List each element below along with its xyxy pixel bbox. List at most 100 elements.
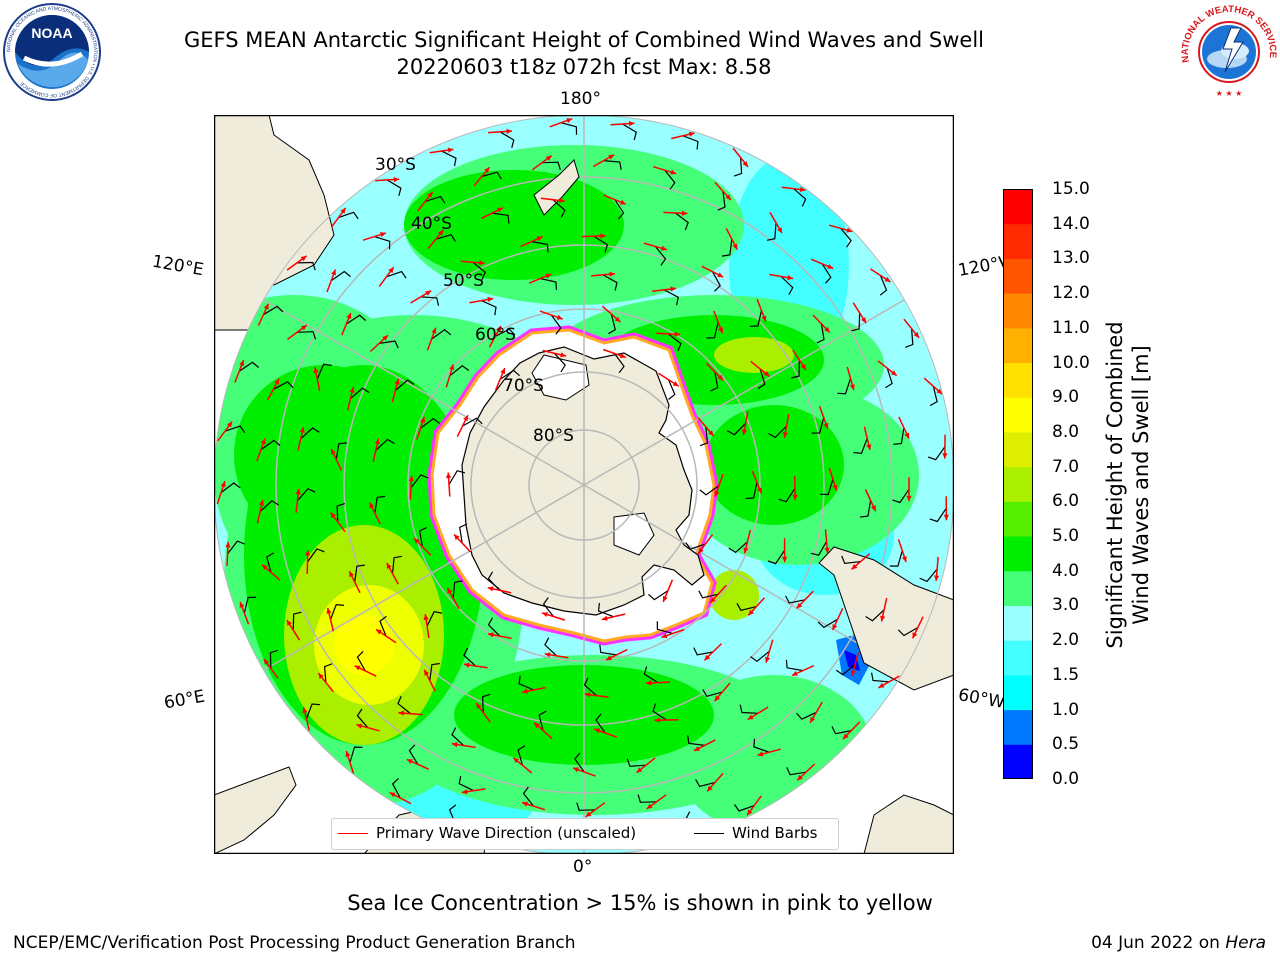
wave-arrow-head: [777, 227, 782, 234]
wind-barb: [796, 711, 817, 720]
wave-arrow-head: [851, 563, 858, 570]
wind-barb: [425, 195, 446, 204]
wave-arrow-head: [500, 368, 506, 375]
wind-barb: [879, 275, 888, 296]
wind-barb: [238, 361, 259, 372]
wind-barb: [323, 663, 333, 683]
lon-label-60e: 60°E: [162, 686, 207, 714]
wave-arrow-head: [449, 364, 455, 371]
wind-barb: [667, 333, 682, 352]
footer-credit: NCEP/EMC/Verification Post Processing Pr…: [13, 933, 576, 953]
wind-barb: [410, 474, 429, 489]
wind-barb: [263, 305, 284, 316]
wind-barb: [552, 199, 566, 218]
wind-barb: [307, 548, 325, 563]
wave-arrow-head: [787, 275, 793, 281]
wave-arrow-head: [797, 774, 803, 781]
wave-arrow-head: [420, 416, 426, 423]
wave-arrow-head: [936, 388, 943, 395]
wind-barb: [817, 618, 839, 629]
wave-arrow-head: [382, 335, 388, 341]
wind-barb: [739, 704, 758, 714]
wave-arrow-head: [544, 652, 551, 658]
wind-barb: [734, 804, 755, 812]
wave-arrow-head: [732, 243, 738, 250]
colorbar-segment: [1003, 293, 1033, 329]
legend-wave-direction: Primary Wave Direction (unscaled): [338, 824, 636, 842]
colorbar-tick: 5.0: [1052, 526, 1080, 547]
wind-barb: [793, 188, 807, 207]
wind-barb: [379, 340, 399, 349]
wave-arrow-head: [566, 118, 573, 123]
colorbar-frame: [1003, 189, 1033, 779]
wave-arrow-head: [414, 538, 420, 544]
wave-arrow-head: [406, 759, 413, 764]
wind-barb: [329, 604, 345, 620]
lon-label-180: 180°: [560, 89, 601, 109]
wind-barb: [448, 470, 466, 485]
wind-barb: [517, 745, 526, 766]
lat-label-80s: 80°S: [533, 426, 574, 446]
wave-arrow-head: [717, 374, 724, 381]
wind-barb: [927, 446, 946, 461]
wind-barb: [335, 442, 347, 460]
lon-label-120e: 120°E: [150, 251, 206, 281]
wind-barb: [593, 235, 609, 253]
wave-arrow-head: [674, 331, 681, 337]
wave-arrow-head: [476, 703, 482, 709]
wave-arrow-head: [305, 550, 311, 556]
colorbar-tick: 12.0: [1052, 283, 1090, 304]
noaa-logo: NOAA NATIONAL OCEANIC AND ATMOSPHERIC AD…: [2, 2, 102, 102]
wind-barb: [711, 271, 721, 292]
wave-arrow-head: [810, 716, 816, 723]
wind-barb: [767, 549, 786, 565]
wind-barb: [350, 387, 370, 400]
wave-arrow-head: [220, 481, 226, 488]
wind-barb: [259, 500, 280, 513]
wind-barb: [664, 169, 676, 190]
wave-arrow-head: [463, 662, 470, 668]
colorbar: [1003, 189, 1033, 780]
wave-arrow-head: [369, 502, 375, 509]
wind-barb: [706, 321, 719, 339]
wind-barb: [710, 371, 719, 392]
wave-arrow-head: [379, 232, 386, 238]
wave-arrow-head: [488, 632, 494, 638]
wind-barb: [408, 744, 419, 765]
wind-barb: [745, 482, 758, 500]
wind-barb: [336, 502, 345, 522]
wind-barb: [394, 379, 415, 391]
wind-barb: [810, 541, 828, 556]
wave-arrow-head: [619, 199, 626, 205]
wind-barb: [757, 368, 766, 390]
wave-arrow-head: [454, 534, 460, 541]
wave-arrow-head: [880, 615, 886, 622]
wave-arrow-head: [513, 757, 520, 764]
wind-barb: [266, 552, 275, 573]
wind-barb: [481, 171, 502, 180]
wave-arrow-head: [286, 620, 292, 626]
wave-arrow-head: [757, 487, 762, 494]
map-panel: 30°S 40°S 50°S 60°S 70°S 80°S: [213, 114, 955, 856]
wave-arrow-head: [408, 475, 414, 482]
wind-barb: [603, 160, 622, 170]
wave-arrow-head: [259, 499, 265, 506]
wave-arrow-head: [792, 494, 798, 501]
wind-barb: [292, 611, 302, 631]
legend: Primary Wave Direction (unscaled) Wind B…: [331, 818, 839, 850]
wave-arrow-head: [619, 353, 626, 359]
wave-arrow-head: [496, 207, 503, 213]
wind-barb: [542, 597, 554, 617]
wind-barb: [637, 794, 657, 803]
colorbar-tick: 0.5: [1052, 734, 1080, 755]
wave-arrow-head: [901, 556, 907, 563]
wind-barb: [622, 123, 637, 141]
wave-arrow-head: [326, 608, 332, 614]
wave-height-max: [314, 585, 424, 705]
wave-arrow-head: [609, 271, 615, 277]
wave-arrow-head: [890, 370, 897, 376]
colorbar-segment: [1003, 640, 1033, 676]
wind-barb: [654, 246, 667, 266]
wave-arrow-head: [556, 314, 563, 320]
wind-barb: [451, 727, 465, 747]
